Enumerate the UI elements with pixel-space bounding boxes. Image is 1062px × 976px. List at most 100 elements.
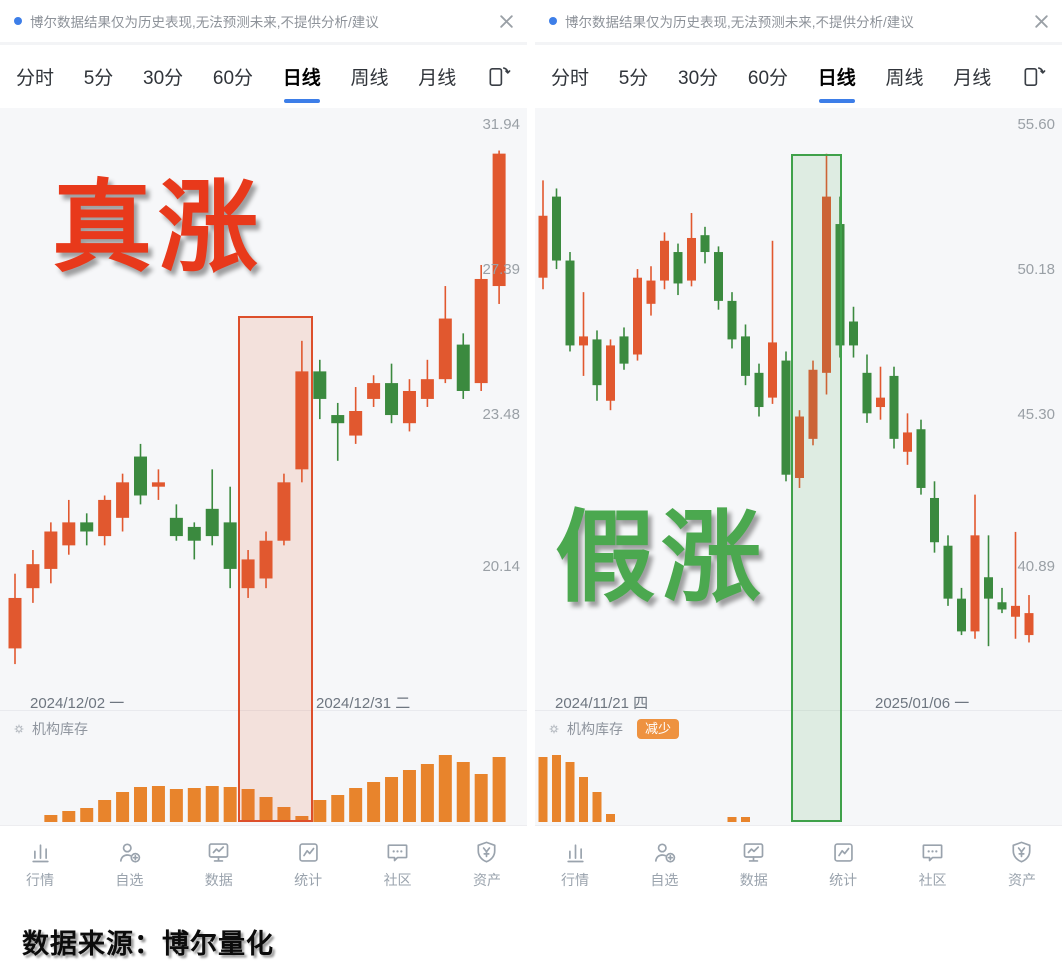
volume-bar	[385, 777, 399, 822]
candle-body	[402, 390, 416, 424]
candle-body	[970, 535, 980, 632]
volume-bar	[134, 787, 148, 822]
stats-chart-icon	[298, 842, 318, 862]
institution-inventory-pane: 机构库存	[0, 710, 527, 825]
tab-5min[interactable]: 5分	[83, 68, 114, 89]
candle-body	[835, 224, 845, 346]
tab-5min[interactable]: 5分	[618, 68, 649, 89]
gear-icon[interactable]	[547, 722, 561, 736]
chat-dots-icon	[387, 843, 408, 861]
volume-bar	[438, 755, 452, 822]
axis-date-end: 2024/12/31 二	[316, 695, 411, 712]
candlestick-chart: 31.94 27.39 23.48 20.14 2024/12/02 一 202…	[0, 108, 527, 712]
candle-body	[1011, 605, 1020, 617]
volume-bar	[367, 782, 381, 822]
nav-item-watchlist[interactable]: 自选	[115, 839, 143, 890]
tab-monthly[interactable]: 月线	[418, 68, 457, 89]
candle-wick	[879, 366, 882, 420]
candle-wick	[193, 522, 196, 560]
candle-body	[889, 375, 899, 439]
candle-body	[579, 336, 588, 346]
volume-bar	[295, 816, 309, 822]
bar-chart-icon	[31, 843, 49, 862]
nav-item-watchlist[interactable]: 自选	[650, 839, 678, 890]
price-tick: 31.94	[482, 116, 520, 133]
nav-item-market[interactable]: 行情	[26, 839, 54, 890]
institution-inventory-pane: 机构库存 减少	[535, 710, 1062, 825]
monitor-chart-icon	[743, 842, 764, 862]
tab-weekly[interactable]: 周线	[885, 68, 924, 89]
candle-body	[862, 372, 872, 414]
nav-item-data[interactable]: 数据	[205, 839, 233, 890]
candle-body	[26, 564, 40, 589]
volume-bar	[349, 788, 363, 822]
tab-daily[interactable]: 日线	[818, 43, 856, 110]
axis-date-end: 2025/01/06 一	[875, 695, 970, 712]
candle-body	[538, 215, 548, 278]
candle-body	[903, 432, 912, 452]
candle-body	[367, 383, 381, 399]
tab-60min[interactable]: 60分	[747, 68, 789, 89]
bar-chart-icon	[566, 843, 584, 862]
gear-icon[interactable]	[12, 722, 26, 736]
nav-item-label: 数据	[739, 871, 768, 888]
candle-body	[754, 372, 764, 408]
shield-yuan-icon	[477, 841, 497, 863]
tab-minute[interactable]: 分时	[16, 68, 55, 89]
volume-bar	[80, 808, 94, 822]
tab-daily[interactable]: 日线	[283, 43, 321, 110]
volume-bar	[741, 817, 750, 822]
candle-body	[606, 345, 615, 401]
candle-body	[474, 278, 488, 384]
candle-body	[673, 252, 683, 284]
candle-body	[714, 252, 723, 301]
volume-bar	[205, 786, 219, 822]
candles-svg	[538, 153, 1034, 647]
tab-30min[interactable]: 30分	[143, 68, 184, 89]
price-tick: 20.14	[482, 558, 520, 575]
price-tick: 50.18	[1017, 261, 1055, 278]
candles-svg	[8, 150, 506, 665]
candle-body	[781, 360, 791, 475]
candle-body	[277, 482, 291, 541]
candle-body	[1024, 613, 1034, 636]
nav-item-label: 社区	[383, 871, 412, 888]
candle-wick	[771, 240, 774, 404]
nav-item-market[interactable]: 行情	[561, 839, 589, 890]
tab-30min[interactable]: 30分	[678, 68, 719, 89]
volume-bar	[552, 755, 561, 822]
nav-item-data[interactable]: 数据	[740, 839, 768, 890]
tab-60min[interactable]: 60分	[212, 68, 254, 89]
nav-item-stats[interactable]: 统计	[294, 839, 322, 890]
nav-item-label: 社区	[918, 871, 947, 888]
volume-bar	[187, 788, 201, 822]
nav-item-assets[interactable]: 资产	[1008, 839, 1036, 890]
nav-item-stats[interactable]: 统计	[829, 839, 857, 890]
comparison-panels: 博尔数据结果仅为历史表现,无法预测未来,不提供分析/建议 分时 5分 30分 6…	[0, 0, 1062, 902]
rotate-screen-icon[interactable]	[1021, 64, 1046, 89]
source-attribution: 数据来源：博尔量化	[22, 929, 274, 959]
tab-monthly[interactable]: 月线	[953, 68, 992, 89]
candle-body	[741, 336, 750, 376]
volume-bars-svg	[44, 755, 506, 822]
candle-body	[957, 598, 966, 632]
nav-item-community[interactable]: 社区	[384, 839, 412, 890]
candlestick-chart: 55.60 50.18 45.30 40.89 2024/11/21 四 202…	[535, 108, 1062, 712]
close-icon[interactable]	[1033, 13, 1050, 30]
price-tick: 45.30	[1017, 406, 1055, 423]
candle-body	[8, 597, 22, 649]
nav-item-label: 资产	[472, 871, 501, 888]
close-icon[interactable]	[498, 13, 515, 30]
disclaimer-bar: 博尔数据结果仅为历史表现,无法预测未来,不提供分析/建议	[535, 0, 1062, 45]
tab-weekly[interactable]: 周线	[350, 68, 389, 89]
candle-body	[822, 196, 831, 373]
candle-body	[492, 153, 506, 287]
nav-item-assets[interactable]: 资产	[473, 839, 501, 890]
tab-minute[interactable]: 分时	[551, 68, 590, 89]
candle-body	[259, 540, 273, 579]
timeframe-tabs: 分时 5分 30分 60分 日线 周线 月线	[535, 45, 1062, 108]
nav-item-community[interactable]: 社区	[919, 839, 947, 890]
nav-item-label: 自选	[115, 871, 144, 888]
rotate-screen-icon[interactable]	[486, 64, 511, 89]
candle-body	[808, 369, 818, 439]
